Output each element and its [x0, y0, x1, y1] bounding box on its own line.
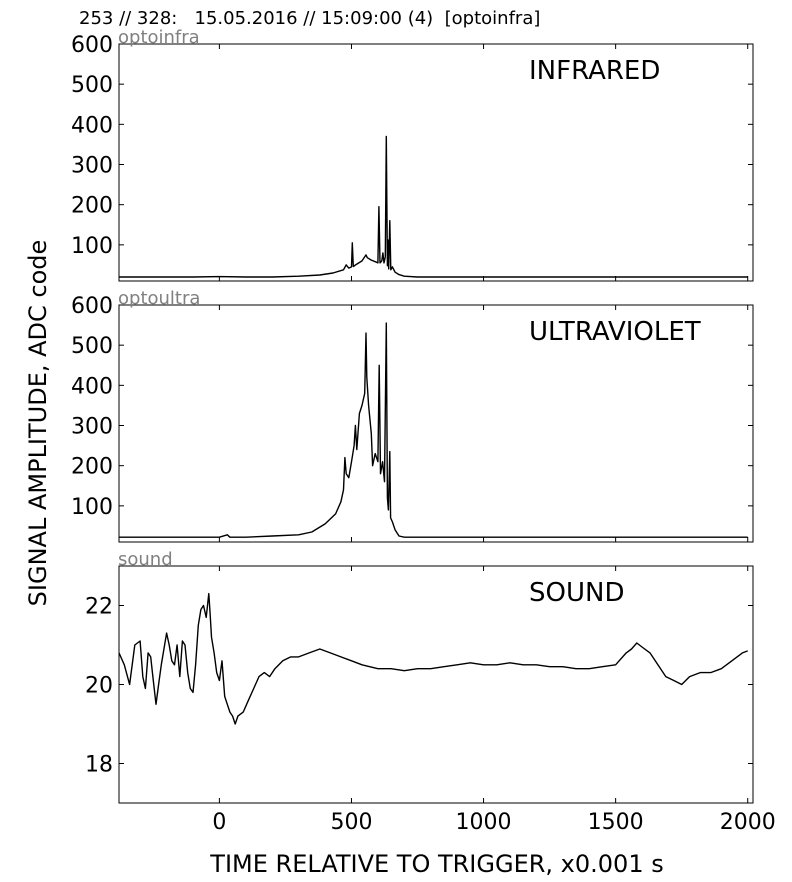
series-line-optoultra [119, 322, 748, 538]
x-tick-label: 0 [212, 810, 226, 835]
panel-title: ULTRAVIOLET [529, 317, 701, 347]
y-tick-label: 500 [71, 73, 113, 98]
y-tick-label: 400 [71, 113, 113, 138]
panel-title: SOUND [529, 578, 624, 608]
figure-header: 253 // 328: 15.05.2016 // 15:09:00 (4) [… [79, 8, 541, 29]
y-tick-label: 300 [71, 415, 113, 440]
channel-label: optoultra [118, 288, 200, 309]
y-tick-label: 500 [71, 334, 113, 359]
x-tick-label: 500 [330, 810, 372, 835]
y-tick-label: 22 [85, 595, 113, 620]
series-line-sound [118, 592, 748, 725]
plot-frame [118, 304, 754, 543]
channel-label: optoinfra [118, 27, 200, 48]
x-tick-label: 1000 [456, 810, 512, 835]
y-tick-label: 600 [71, 33, 113, 58]
panel-title: INFRARED [529, 56, 660, 86]
y-tick-label: 18 [85, 753, 113, 778]
panel-optoinfra: 100 200 300 400 500 600 optoinfra INFRARED [71, 27, 754, 282]
channel-label: sound [118, 549, 173, 570]
x-tick-label: 1500 [588, 810, 644, 835]
y-tick-label: 20 [85, 674, 113, 699]
y-tick-label: 100 [71, 234, 113, 259]
x-axis-label: TIME RELATIVE TO TRIGGER, x0.001 s [209, 850, 663, 878]
y-axis-label: SIGNAL AMPLITUDE, ADC code [24, 240, 52, 607]
y-tick-label: 100 [71, 495, 113, 520]
y-tick-label: 600 [71, 294, 113, 319]
y-tick-label: 200 [71, 194, 113, 219]
plot-frame [118, 43, 754, 282]
y-tick-label: 200 [71, 455, 113, 480]
y-tick-label: 300 [71, 154, 113, 179]
x-tick-label: 2000 [720, 810, 776, 835]
panel-sound: 18 20 22 0 500 1000 1500 2000 sound SOUND [85, 549, 776, 835]
panel-optoultra: 100 200 300 400 500 600 optoultra ULTRAVIOLET [71, 288, 754, 543]
plot-frame [118, 565, 754, 804]
series-line-optoinfra [119, 135, 748, 278]
y-tick-label: 400 [71, 374, 113, 399]
